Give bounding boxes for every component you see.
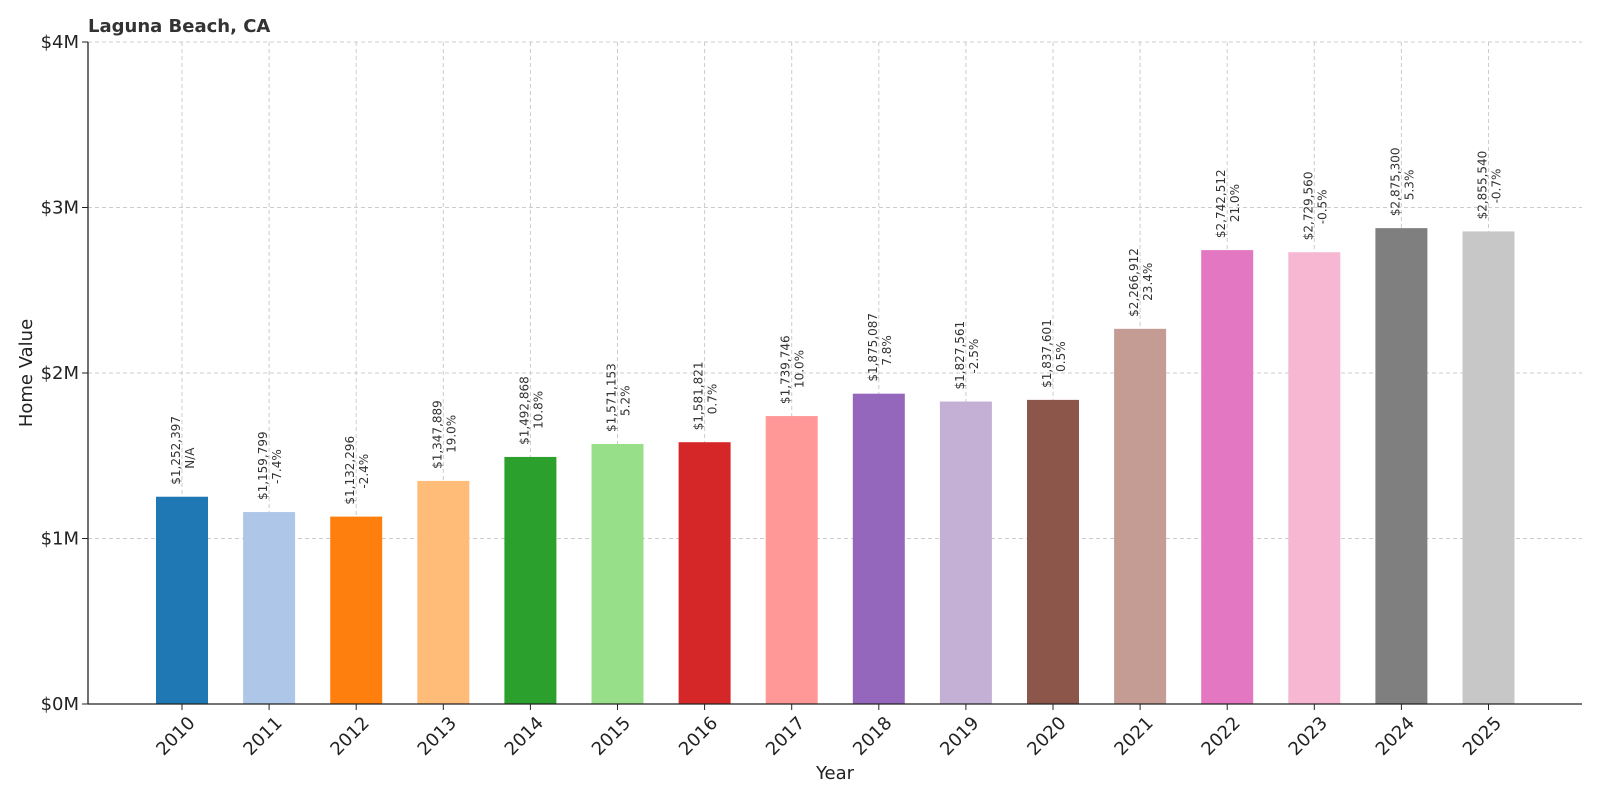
bar-2021 [1114,328,1167,704]
value-label: $2,855,540 [1476,151,1490,220]
bar-2011 [243,512,296,704]
bar-2013 [417,480,470,704]
change-label: 19.0% [444,415,458,453]
value-label: $2,875,300 [1388,147,1402,216]
x-axis-label: Year [815,763,855,784]
y-tick-label: $4M [41,32,79,53]
change-label: -0.5% [1315,189,1329,224]
bar-2014 [504,456,557,704]
value-label: $2,742,512 [1214,169,1228,238]
bar-2010 [156,496,208,704]
change-label: 0.5% [1054,341,1068,372]
value-label: $1,252,397 [169,416,183,485]
value-label: $1,492,868 [517,376,531,445]
value-label: $1,132,296 [343,436,357,505]
bar-2024 [1375,228,1428,704]
x-tick-label: 2010 [152,713,199,760]
x-tick-label: 2016 [675,713,722,760]
bars [156,228,1515,704]
y-ticks: $0M $1M $2M $3M $4M [41,32,88,715]
change-label: 21.0% [1228,184,1242,222]
x-tick-label: 2021 [1110,713,1157,760]
change-label: 5.3% [1402,170,1416,201]
y-tick-label: $0M [41,694,79,715]
value-label: $1,875,087 [866,313,880,382]
x-tick-label: 2012 [326,713,373,760]
change-label: -2.4% [357,454,371,489]
x-tick-label: 2011 [239,713,286,760]
change-label: 23.4% [1141,263,1155,301]
x-tick-label: 2013 [414,713,461,760]
x-ticks: 2010 2011 2012 2013 2014 2015 2016 2017 2018 2019… [152,704,1506,760]
change-label: 10.0% [793,350,807,388]
x-tick-label: 2017 [762,713,809,760]
change-label: 10.8% [531,391,545,429]
change-label: -2.5% [967,339,981,374]
bar-2016 [678,442,731,704]
y-tick-label: $2M [41,363,79,384]
change-label: N/A [183,447,197,469]
y-tick-label: $1M [41,529,79,550]
value-label: $1,159,799 [256,431,270,500]
bar-2017 [765,416,818,704]
x-tick-label: 2014 [501,713,548,760]
x-tick-label: 2025 [1459,713,1506,760]
value-label: $1,827,561 [953,321,967,390]
change-label: 0.7% [706,384,720,415]
value-label: $1,571,153 [605,363,619,432]
chart-title: Laguna Beach, CA [88,16,270,37]
bar-2015 [591,443,644,704]
value-label: $1,347,889 [430,400,444,469]
data-labels: $1,252,397 N/A $1,159,799 -7.4% $1,132,296 -2… [169,147,1504,504]
value-label: $2,729,560 [1301,172,1315,241]
y-axis-label: Home Value [16,319,37,427]
x-tick-label: 2015 [588,713,635,760]
change-label: 5.2% [619,385,633,416]
bar-2019 [939,401,992,704]
x-tick-label: 2020 [1023,713,1070,760]
bar-2022 [1201,250,1254,704]
grid [88,41,1582,704]
value-label: $1,739,746 [779,335,793,404]
x-tick-label: 2023 [1285,713,1332,760]
x-tick-label: 2022 [1197,713,1244,760]
x-tick-label: 2019 [936,713,983,760]
y-tick-label: $3M [41,198,79,219]
bar-2018 [852,393,905,704]
x-tick-label: 2018 [849,713,896,760]
bar-2023 [1288,252,1341,704]
change-label: -7.4% [270,449,284,484]
value-label: $1,581,821 [692,361,706,430]
change-label: -0.7% [1490,169,1504,204]
bar-2012 [330,516,383,704]
change-label: 7.8% [880,335,894,366]
bar-2025 [1462,231,1515,704]
bar-2020 [1027,399,1079,704]
x-tick-label: 2024 [1372,713,1419,760]
value-label: $2,266,912 [1127,248,1141,317]
value-label: $1,837,601 [1040,319,1054,388]
